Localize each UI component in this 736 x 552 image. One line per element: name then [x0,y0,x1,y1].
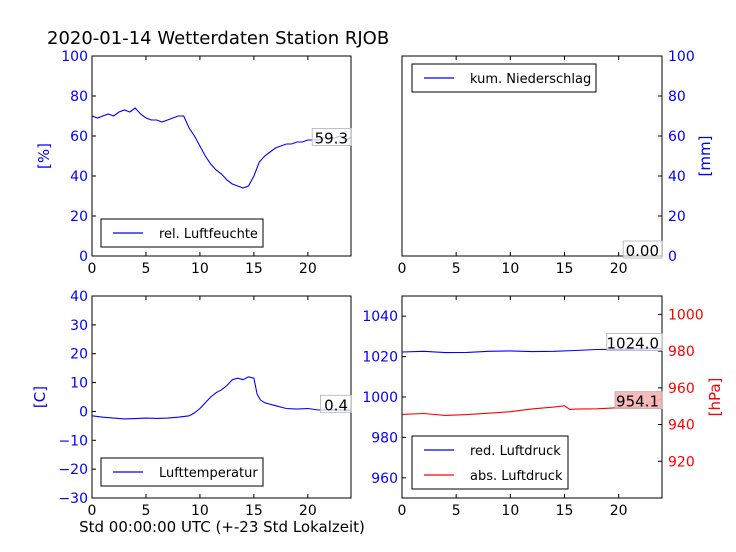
temperature-ytick-label: 40 [70,289,88,305]
precipitation-ytick-label: 80 [668,89,686,105]
temperature-legend-label: Lufttemperatur [159,466,258,481]
pressure-abs-annotation-box [614,391,663,410]
temperature-ytick-label: 20 [70,347,88,363]
pressure-left-ytick-label: 1020 [362,350,398,366]
humidity-ytick-label: 0 [79,249,88,265]
pressure-left-ytick-label: 1000 [362,390,398,406]
temperature-xtick-label: 0 [88,503,97,519]
pressure-red-annotation-box [606,333,663,351]
precipitation-legend-label: kum. Niederschlag [470,72,591,87]
temperature-xtick-label: 5 [141,503,150,519]
pressure-right-ytick-label: 980 [668,344,695,360]
temperature-ytick-label: 0 [79,404,88,420]
pressure-xtick-label: 10 [501,503,519,519]
humidity-xtick-label: 20 [299,261,317,277]
temperature-ylabel: [C] [31,386,49,408]
pressure-right-ytick-label: 920 [668,454,695,470]
precipitation-xtick-label: 15 [556,261,574,277]
humidity-xtick-label: 5 [141,261,150,277]
precipitation-ytick-label: 0 [668,249,677,265]
pressure-abs-annotation-text: 954.1 [616,393,659,411]
temperature-ytick-label: −30 [58,491,88,507]
humidity-xtick-label: 10 [191,261,209,277]
pressure-left-ytick-label: 980 [371,430,398,446]
pressure-right-ytick-label: 960 [668,381,695,397]
pressure-legend-label: red. Luftdruck [470,444,561,459]
pressure-xtick-label: 0 [398,503,407,519]
precipitation-xtick-label: 10 [501,261,519,277]
humidity-xtick-label: 0 [88,261,97,277]
precipitation-annotation-box [622,240,663,259]
precipitation-xtick-label: 20 [610,261,628,277]
temperature-annotation-text: 0.4 [324,396,348,414]
temperature-annotation-box [319,394,352,413]
humidity-ytick-label: 20 [70,209,88,225]
pressure-left-ytick-label: 960 [371,471,398,487]
pressure-legend-box [411,435,569,490]
pressure-xtick-label: 20 [610,503,628,519]
pressure-legend-label: abs. Luftdruck [470,469,563,484]
precipitation-ytick-label: 60 [668,129,686,145]
pressure-red-annotation-text: 1024.0 [607,335,660,353]
chart-temperature: 0 5 10 15 20 −30 −20 −10 0 10 20 30 40 [C] Lufttempera… [31,289,352,519]
temperature-ytick-label: −10 [58,433,88,449]
humidity-ytick-label: 80 [70,89,88,105]
temperature-ytick-label: −20 [58,462,88,478]
humidity-annotation-box [311,127,352,146]
precipitation-ytick-label: 40 [668,169,686,185]
temperature-xtick-label: 15 [245,503,263,519]
chart-precipitation: 0 5 10 15 20 0 20 40 60 80 100 [mm] kum. Niederschla… [398,49,714,277]
temperature-series-line [91,376,352,420]
temperature-ytick-label: 30 [70,318,88,334]
precipitation-xtick-label: 5 [452,261,461,277]
pressure-ylabel: [hPa] [706,378,724,417]
humidity-xtick-label: 15 [245,261,263,277]
precipitation-frame [401,55,663,257]
pressure-right-series-line [401,398,663,416]
pressure-xtick-label: 5 [452,503,461,519]
temperature-xtick-label: 20 [299,503,317,519]
humidity-annotation-text: 59.3 [315,129,348,147]
precipitation-annotation-text: 0.00 [626,242,659,260]
x-axis-label: Std 00:00:00 UTC (+-23 Std Lokalzeit) [79,518,365,536]
precipitation-ylabel: [mm] [696,136,714,177]
humidity-series-line [91,107,352,189]
precipitation-xtick-label: 0 [398,261,407,277]
figure-title: 2020-01-14 Wetterdaten Station RJOB [47,28,389,49]
pressure-right-ytick-label: 940 [668,418,695,434]
humidity-ytick-label: 60 [70,129,88,145]
humidity-ylabel: [%] [35,143,53,169]
pressure-left-ytick-label: 1040 [362,309,398,325]
temperature-ytick-label: 10 [70,376,88,392]
pressure-xtick-label: 15 [556,503,574,519]
humidity-frame [91,55,352,257]
temperature-xtick-label: 10 [191,503,209,519]
chart-pressure: 0 5 10 15 20 960 980 1000 1020 1040 920 940 960 980 10… [362,295,724,519]
pressure-right-ytick-label: 1000 [668,307,704,323]
humidity-ytick-label: 100 [61,49,88,65]
precipitation-ytick-label: 100 [668,49,695,65]
precipitation-ytick-label: 20 [668,209,686,225]
humidity-legend-label: rel. Luftfeuchte [159,227,258,242]
humidity-ytick-label: 40 [70,169,88,185]
chart-humidity: 0 5 10 15 20 0 20 40 60 80 100 [%] rel. Luftfeuchte 5… [35,49,352,277]
